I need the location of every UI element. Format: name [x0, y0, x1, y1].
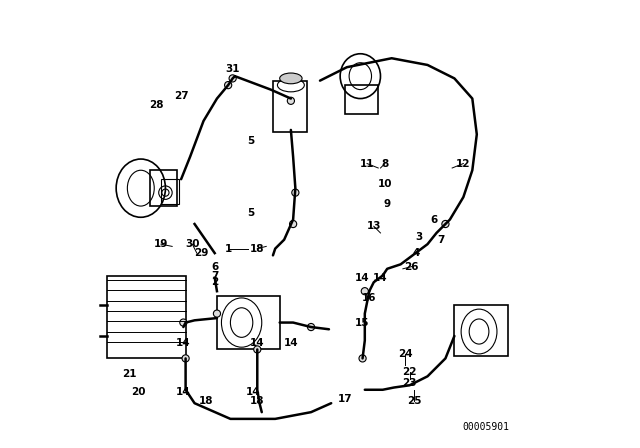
Text: 7: 7 — [437, 235, 445, 245]
Text: 7: 7 — [211, 271, 218, 280]
Text: 18: 18 — [198, 396, 213, 406]
Text: 5: 5 — [247, 136, 254, 146]
Text: 14: 14 — [355, 273, 370, 283]
Circle shape — [442, 220, 449, 228]
Text: 16: 16 — [362, 293, 376, 303]
Text: 14: 14 — [176, 387, 191, 397]
Text: 14: 14 — [176, 338, 191, 348]
Bar — [454, 305, 508, 356]
Text: 12: 12 — [456, 159, 470, 168]
Text: 20: 20 — [131, 387, 146, 397]
Text: 17: 17 — [337, 394, 352, 404]
Text: 15: 15 — [355, 318, 370, 327]
Text: 4: 4 — [413, 248, 420, 258]
Text: 10: 10 — [378, 179, 392, 189]
Circle shape — [182, 355, 189, 362]
Text: 9: 9 — [383, 199, 391, 209]
Text: 14: 14 — [284, 338, 298, 348]
Text: 3: 3 — [415, 233, 422, 242]
Text: 24: 24 — [398, 349, 412, 359]
Bar — [273, 81, 307, 132]
Text: 14: 14 — [250, 338, 264, 348]
Text: 18: 18 — [250, 244, 264, 254]
Text: 5: 5 — [247, 208, 254, 218]
Text: 14: 14 — [373, 273, 388, 283]
Bar — [217, 296, 280, 349]
Bar — [108, 276, 186, 358]
Circle shape — [253, 346, 261, 353]
Text: 6: 6 — [211, 262, 218, 271]
Circle shape — [180, 319, 187, 326]
Text: 8: 8 — [381, 159, 388, 168]
Text: 23: 23 — [403, 378, 417, 388]
Bar — [150, 170, 177, 206]
Circle shape — [307, 323, 315, 331]
Bar — [161, 179, 179, 204]
Text: 13: 13 — [367, 221, 381, 231]
Text: 11: 11 — [360, 159, 374, 168]
Text: 2: 2 — [211, 277, 218, 287]
Text: 28: 28 — [149, 100, 164, 110]
Ellipse shape — [280, 73, 302, 84]
Text: 19: 19 — [154, 239, 168, 249]
Bar — [345, 85, 378, 114]
Circle shape — [359, 355, 366, 362]
Text: 29: 29 — [194, 248, 209, 258]
Text: 30: 30 — [185, 239, 200, 249]
Text: 26: 26 — [404, 262, 419, 271]
Text: 6: 6 — [431, 215, 438, 224]
Text: 14: 14 — [246, 387, 260, 397]
Text: 1: 1 — [225, 244, 232, 254]
Text: 18: 18 — [250, 396, 264, 406]
Text: 21: 21 — [122, 369, 137, 379]
Circle shape — [289, 220, 297, 228]
Circle shape — [287, 97, 294, 104]
Circle shape — [225, 82, 232, 89]
Text: 27: 27 — [174, 91, 188, 101]
Circle shape — [229, 75, 236, 82]
Text: 22: 22 — [403, 367, 417, 377]
Circle shape — [213, 310, 221, 317]
Circle shape — [292, 189, 299, 196]
Text: 00005901: 00005901 — [462, 422, 509, 432]
Circle shape — [361, 288, 369, 295]
Text: 31: 31 — [225, 65, 240, 74]
Text: 25: 25 — [407, 396, 421, 406]
